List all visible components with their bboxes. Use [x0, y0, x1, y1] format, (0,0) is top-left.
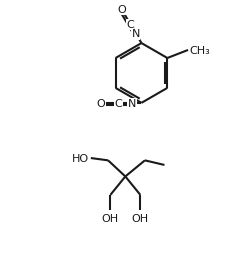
Text: HO: HO [72, 154, 89, 164]
Text: C: C [125, 20, 133, 29]
Text: N: N [131, 29, 139, 39]
Text: O: O [116, 5, 125, 15]
Text: CH₃: CH₃ [188, 46, 209, 56]
Text: OH: OH [101, 214, 118, 224]
Text: OH: OH [131, 214, 148, 224]
Text: O: O [96, 99, 105, 109]
Text: N: N [127, 99, 135, 109]
Text: C: C [114, 99, 122, 109]
